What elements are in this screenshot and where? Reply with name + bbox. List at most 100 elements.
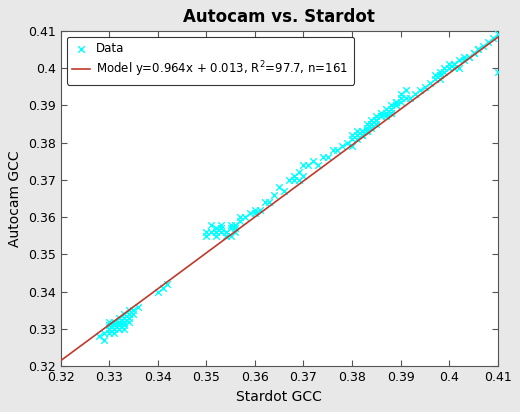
Data: [251, 210, 259, 217]
Data: [124, 311, 133, 317]
Data: [358, 132, 366, 138]
Data: [115, 322, 123, 328]
Data: [474, 46, 483, 53]
Data: [358, 128, 366, 135]
Title: Autocam vs. Stardot: Autocam vs. Stardot: [183, 8, 375, 26]
Data: [222, 229, 230, 235]
Data: [377, 113, 385, 120]
Data: [348, 132, 356, 138]
Data: [153, 288, 162, 295]
Data: [261, 199, 269, 206]
Data: [115, 318, 123, 325]
Data: [105, 318, 113, 325]
Data: [110, 318, 118, 325]
Data: [470, 50, 478, 56]
Data: [100, 330, 109, 336]
Data: [163, 281, 172, 288]
Data: [343, 139, 352, 146]
Data: [236, 214, 244, 220]
Data: [392, 98, 400, 105]
Data: [105, 322, 113, 328]
Data: [159, 285, 167, 291]
Data: [387, 110, 395, 116]
Data: [362, 121, 371, 127]
Data: [464, 54, 473, 60]
Data: [372, 117, 381, 124]
Data: [270, 192, 279, 198]
Data: [435, 76, 444, 82]
Data: [411, 91, 419, 97]
Data: [396, 94, 405, 101]
Data: [231, 229, 240, 235]
Data: [290, 173, 298, 179]
Data: [431, 76, 439, 82]
Data: [217, 229, 225, 235]
Data: [120, 314, 128, 321]
Data: [115, 314, 123, 321]
Data: [493, 31, 502, 37]
Data: [256, 206, 264, 213]
Data: [440, 68, 449, 75]
Y-axis label: Autocam GCC: Autocam GCC: [8, 150, 22, 247]
Data: [455, 57, 463, 64]
Data: [450, 65, 458, 71]
Data: [319, 154, 327, 161]
Data: [367, 124, 375, 131]
Data: [294, 169, 303, 176]
Data: [227, 232, 235, 239]
Data: [227, 221, 235, 228]
Data: [124, 311, 133, 317]
Data: [460, 54, 468, 60]
Data: [440, 65, 449, 71]
Data: [445, 65, 453, 71]
Data: [120, 318, 128, 325]
Data: [300, 173, 308, 179]
Data: [105, 325, 113, 332]
Data: [212, 229, 220, 235]
Data: [435, 68, 444, 75]
Data: [479, 42, 487, 49]
Data: [392, 102, 400, 108]
Data: [314, 162, 322, 168]
X-axis label: Stardot GCC: Stardot GCC: [236, 390, 322, 404]
Data: [362, 128, 371, 135]
Data: [367, 117, 375, 124]
Data: [120, 314, 128, 321]
Data: [110, 325, 118, 332]
Data: [421, 83, 429, 90]
Data: [212, 225, 220, 232]
Data: [105, 325, 113, 332]
Data: [377, 113, 385, 120]
Data: [362, 128, 371, 135]
Data: [372, 121, 381, 127]
Data: [100, 337, 109, 344]
Data: [455, 65, 463, 71]
Data: [212, 232, 220, 239]
Data: [227, 225, 235, 232]
Data: [115, 325, 123, 332]
Data: [120, 322, 128, 328]
Data: [367, 121, 375, 127]
Data: [445, 65, 453, 71]
Data: [129, 311, 138, 317]
Data: [367, 121, 375, 127]
Data: [372, 113, 381, 120]
Data: [484, 39, 492, 45]
Data: [382, 113, 390, 120]
Data: [489, 35, 497, 42]
Data: [396, 98, 405, 105]
Data: [382, 110, 390, 116]
Data: [358, 132, 366, 138]
Data: [231, 221, 240, 228]
Data: [290, 176, 298, 183]
Data: [323, 154, 332, 161]
Data: [300, 162, 308, 168]
Data: [120, 311, 128, 317]
Data: [348, 136, 356, 142]
Data: [95, 333, 103, 340]
Data: [241, 214, 250, 220]
Data: [236, 218, 244, 224]
Data: [416, 87, 424, 94]
Data: [285, 176, 293, 183]
Data: [333, 147, 342, 153]
